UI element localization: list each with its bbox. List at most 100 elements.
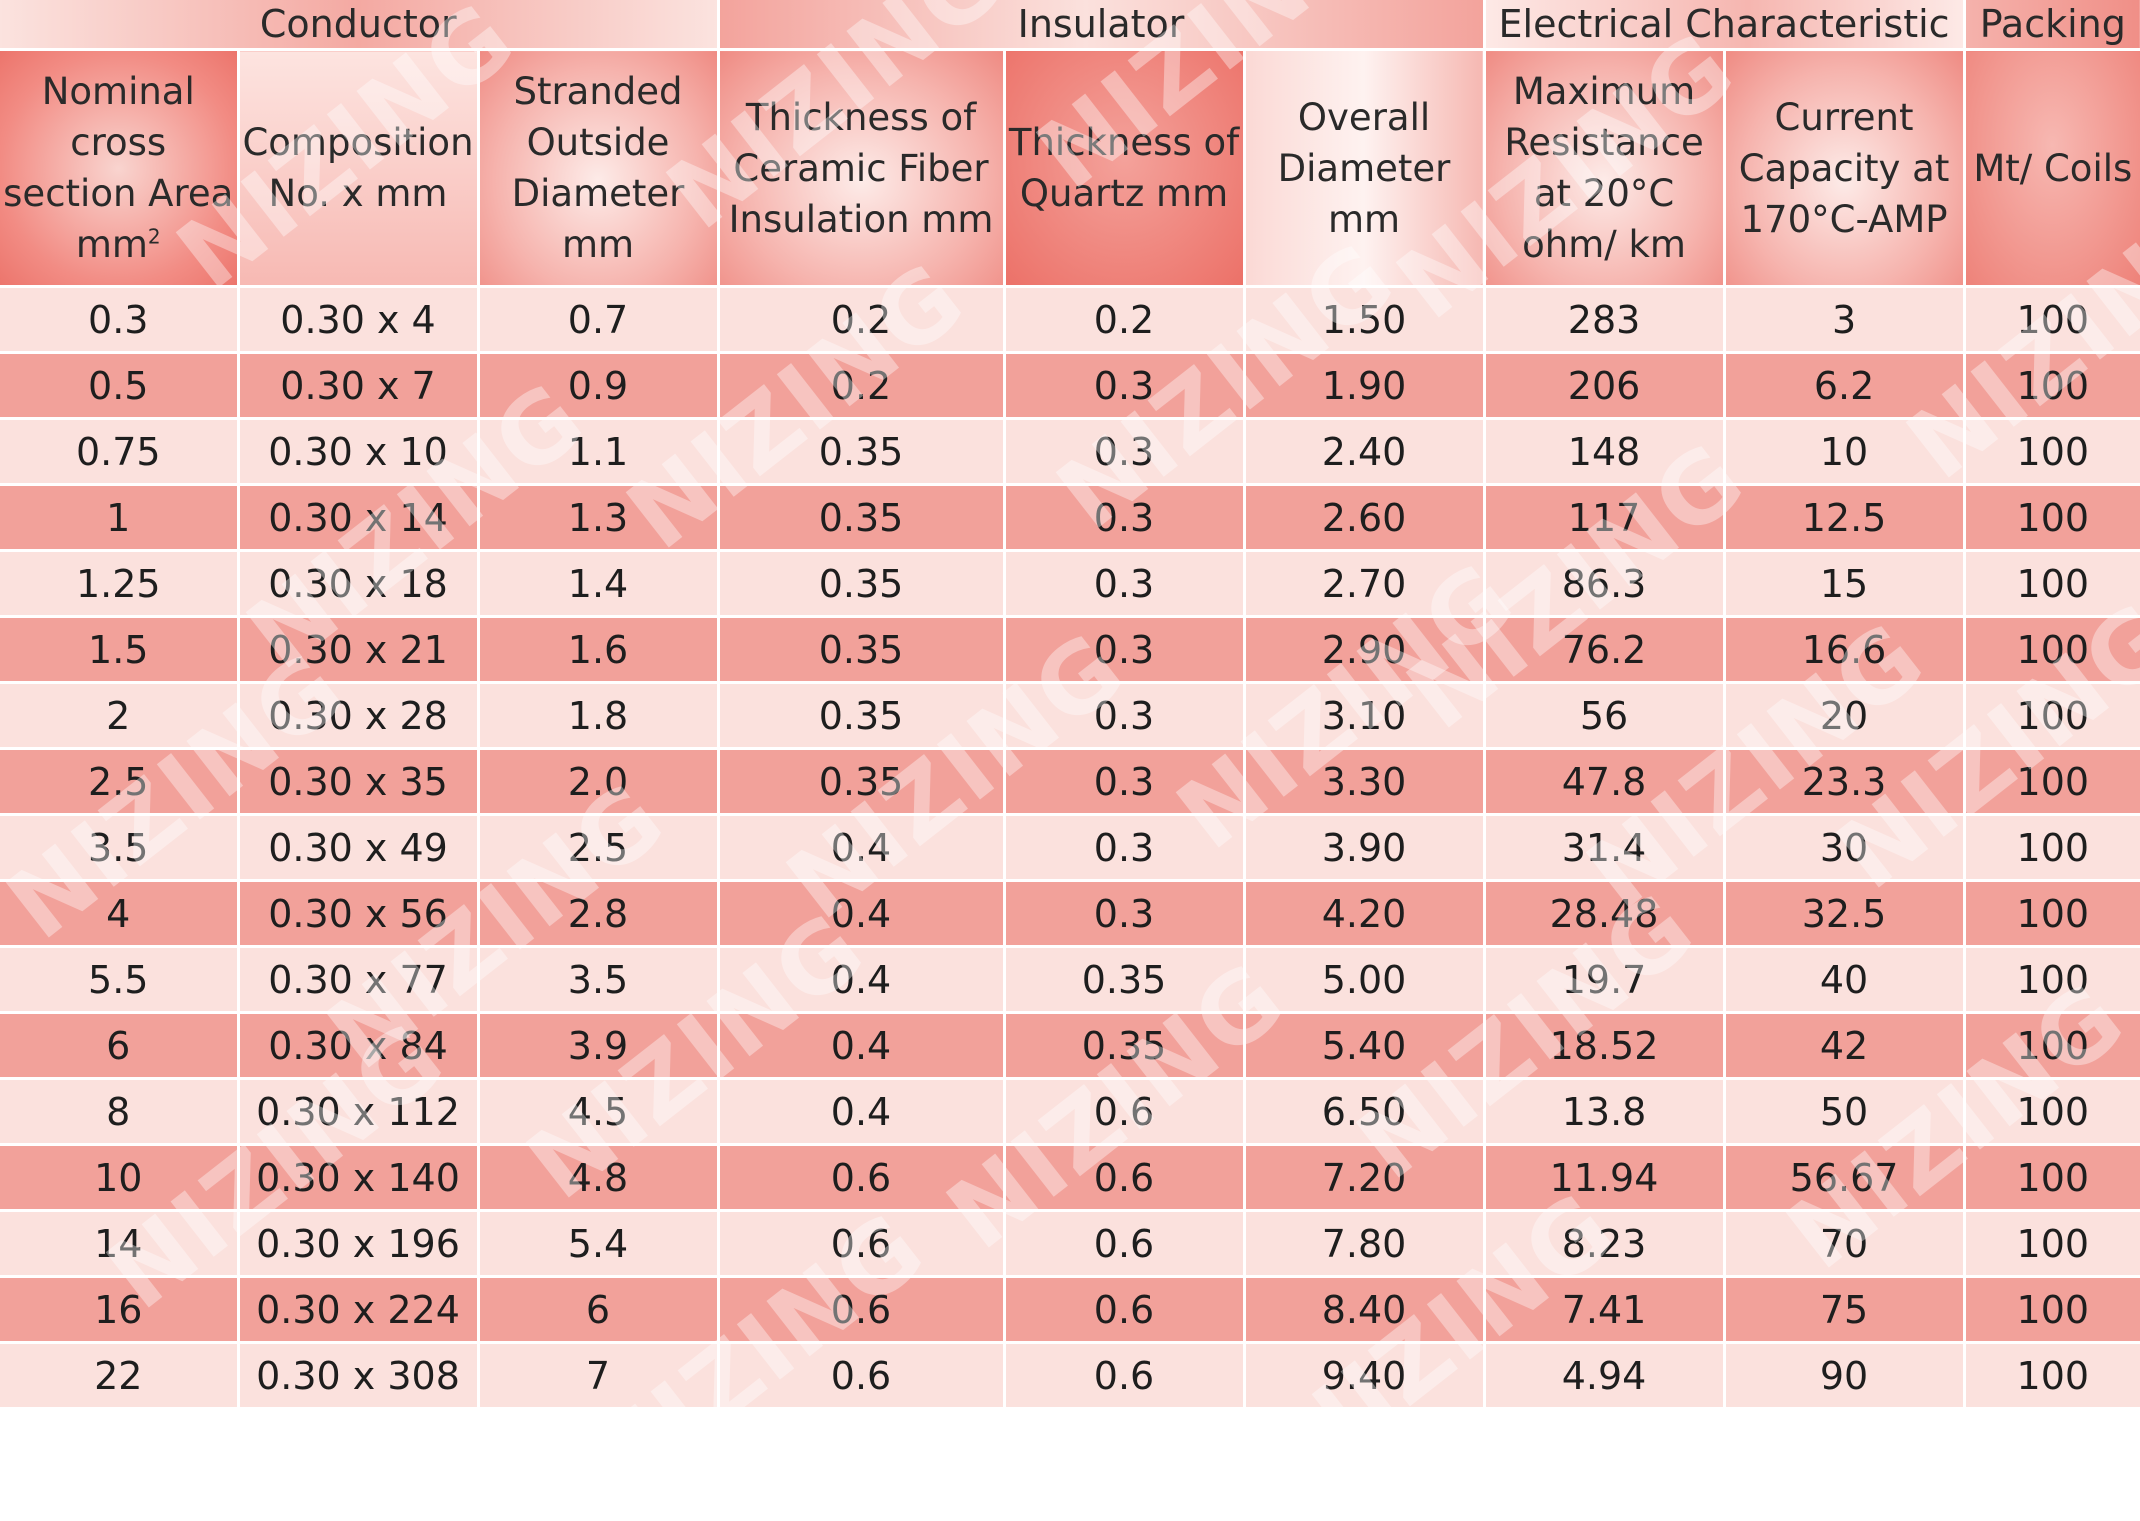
table-cell: 0.30 x 14 <box>238 484 480 552</box>
table-cell: 0.2 <box>1004 286 1246 354</box>
table-cell: 5.40 <box>1244 1012 1486 1080</box>
table-cell: 0.5 <box>0 352 240 420</box>
header-nominal-cross-section-text: Nominal cross section Area mm <box>3 70 234 266</box>
table-cell: 100 <box>1964 814 2140 882</box>
table-cell: 18.52 <box>1484 1012 1726 1080</box>
table-cell: 19.7 <box>1484 946 1726 1014</box>
table-cell: 0.6 <box>1004 1144 1246 1212</box>
header-quartz-thickness: Thickness of Quartz mm <box>1004 49 1246 288</box>
table-cell: 1.6 <box>478 616 720 684</box>
table-cell: 0.6 <box>718 1144 1006 1212</box>
table-cell: 4.94 <box>1484 1342 1726 1410</box>
table-cell: 1.8 <box>478 682 720 750</box>
table-cell: 0.4 <box>718 814 1006 882</box>
table-cell: 0.4 <box>718 1012 1006 1080</box>
table-cell: 6.2 <box>1724 352 1966 420</box>
table-cell: 6 <box>0 1012 240 1080</box>
table-cell: 56.67 <box>1724 1144 1966 1212</box>
table-cell: 100 <box>1964 286 2140 354</box>
header-nominal-cross-section: Nominal cross section Area mm2 <box>0 49 240 288</box>
table-cell: 22 <box>0 1342 240 1410</box>
table-cell: 100 <box>1964 418 2140 486</box>
table-cell: 3.30 <box>1244 748 1486 816</box>
group-header-row: Conductor Insulator Electrical Character… <box>0 0 2140 51</box>
table-cell: 3.10 <box>1244 682 1486 750</box>
table-cell: 10 <box>1724 418 1966 486</box>
table-cell: 5.00 <box>1244 946 1486 1014</box>
table-cell: 0.6 <box>718 1210 1006 1278</box>
table-body: 0.3 0.30 x 4 0.7 0.2 0.2 1.50 283 3 100 0.5 0.30 x… <box>0 286 2140 1410</box>
table-cell: 0.3 <box>1004 814 1246 882</box>
header-stranded-outside-diameter: Stranded Outside Diameter mm <box>478 49 720 288</box>
table-cell: 0.3 <box>1004 352 1246 420</box>
table-cell: 100 <box>1964 1276 2140 1344</box>
table-cell: 0.30 x 21 <box>238 616 480 684</box>
table-cell: 0.2 <box>718 286 1006 354</box>
table-cell: 4.20 <box>1244 880 1486 948</box>
table-cell: 0.35 <box>1004 1012 1246 1080</box>
table-cell: 2.70 <box>1244 550 1486 618</box>
table-cell: 2.5 <box>478 814 720 882</box>
table-cell: 4.5 <box>478 1078 720 1146</box>
table-cell: 100 <box>1964 1210 2140 1278</box>
table-cell: 32.5 <box>1724 880 1966 948</box>
table-cell: 4 <box>0 880 240 948</box>
table-cell: 0.3 <box>1004 682 1246 750</box>
table-cell: 0.30 x 28 <box>238 682 480 750</box>
table-cell: 2.40 <box>1244 418 1486 486</box>
table-cell: 7 <box>478 1342 720 1410</box>
table-cell: 100 <box>1964 352 2140 420</box>
table-cell: 0.30 x 49 <box>238 814 480 882</box>
table-cell: 0.30 x 10 <box>238 418 480 486</box>
table-row: 1.5 0.30 x 21 1.6 0.35 0.3 2.90 76.2 16.6 100 <box>0 616 2140 684</box>
table-cell: 2.0 <box>478 748 720 816</box>
group-conductor: Conductor <box>0 0 720 51</box>
table-cell: 12.5 <box>1724 484 1966 552</box>
table-row: 1 0.30 x 14 1.3 0.35 0.3 2.60 117 12.5 100 <box>0 484 2140 552</box>
table-cell: 0.30 x 4 <box>238 286 480 354</box>
table-cell: 117 <box>1484 484 1726 552</box>
table-cell: 15 <box>1724 550 1966 618</box>
table-cell: 0.35 <box>1004 946 1246 1014</box>
table-cell: 0.6 <box>1004 1078 1246 1146</box>
table-cell: 3.90 <box>1244 814 1486 882</box>
table-cell: 10 <box>0 1144 240 1212</box>
table-cell: 100 <box>1964 484 2140 552</box>
table-cell: 100 <box>1964 946 2140 1014</box>
table-cell: 0.3 <box>1004 418 1246 486</box>
table-cell: 70 <box>1724 1210 1966 1278</box>
table-cell: 0.3 <box>1004 880 1246 948</box>
table-cell: 0.30 x 35 <box>238 748 480 816</box>
table-cell: 11.94 <box>1484 1144 1726 1212</box>
table-cell: 0.75 <box>0 418 240 486</box>
table-cell: 0.3 <box>1004 484 1246 552</box>
table-cell: 1.3 <box>478 484 720 552</box>
table-cell: 0.35 <box>718 484 1006 552</box>
table-row: 0.5 0.30 x 7 0.9 0.2 0.3 1.90 206 6.2 100 <box>0 352 2140 420</box>
table-cell: 148 <box>1484 418 1726 486</box>
table-cell: 0.30 x 140 <box>238 1144 480 1212</box>
table-cell: 0.3 <box>1004 550 1246 618</box>
table-cell: 8 <box>0 1078 240 1146</box>
header-ceramic-fiber-thickness: Thickness of Ceramic Fiber Insulation mm <box>718 49 1006 288</box>
table-cell: 283 <box>1484 286 1726 354</box>
table-cell: 6.50 <box>1244 1078 1486 1146</box>
table-cell: 0.3 <box>1004 616 1246 684</box>
table-cell: 100 <box>1964 1144 2140 1212</box>
table-cell: 0.35 <box>718 418 1006 486</box>
table-cell: 100 <box>1964 1342 2140 1410</box>
table-cell: 100 <box>1964 1012 2140 1080</box>
table-cell: 30 <box>1724 814 1966 882</box>
table-cell: 90 <box>1724 1342 1966 1410</box>
table-cell: 9.40 <box>1244 1342 1486 1410</box>
table-row: 8 0.30 x 112 4.5 0.4 0.6 6.50 13.8 50 100 <box>0 1078 2140 1146</box>
table-cell: 28.48 <box>1484 880 1726 948</box>
table-cell: 42 <box>1724 1012 1966 1080</box>
table-cell: 14 <box>0 1210 240 1278</box>
header-superscript: 2 <box>147 224 161 249</box>
table-cell: 2.90 <box>1244 616 1486 684</box>
table-cell: 16 <box>0 1276 240 1344</box>
table-cell: 100 <box>1964 880 2140 948</box>
table-row: 2.5 0.30 x 35 2.0 0.35 0.3 3.30 47.8 23.3 100 <box>0 748 2140 816</box>
table-row: 10 0.30 x 140 4.8 0.6 0.6 7.20 11.94 56.67 100 <box>0 1144 2140 1212</box>
